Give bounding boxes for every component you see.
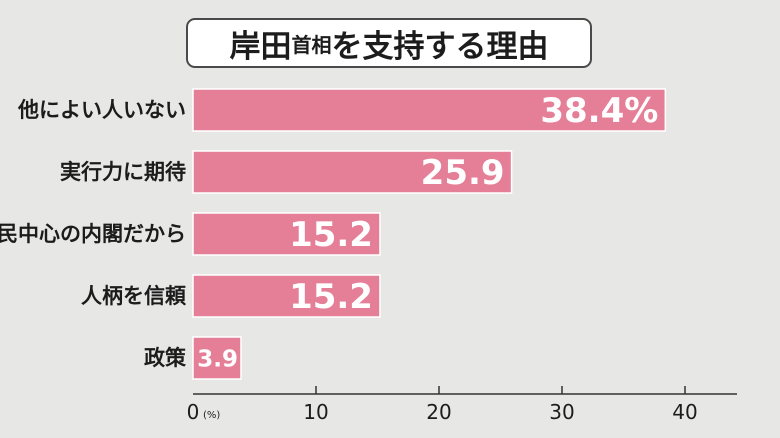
value-label: 15.2 (289, 277, 373, 317)
x-tick-label: 0 (187, 400, 200, 424)
category-label: 政策 (144, 346, 187, 370)
x-axis: 0 10 20 30 40 (%) (187, 386, 737, 424)
bar (192, 336, 242, 380)
x-tick-label: 30 (549, 400, 574, 424)
x-tick-label: 20 (426, 400, 451, 424)
x-tick-label: 10 (303, 400, 328, 424)
value-label: 25.9 (421, 153, 505, 193)
value-label: 15.2 (289, 215, 373, 255)
bars-layer: 他によい人いない 38.4% 実行力に期待 25.9 自民中心の内閣だから 15.2 人柄を… (0, 88, 667, 380)
value-label: 3.9 (197, 346, 238, 372)
bar (192, 150, 513, 194)
category-label: 自民中心の内閣だから (0, 222, 186, 246)
title-part-2: 首相 (291, 32, 332, 57)
title-part-3: を支持する理由 (331, 28, 549, 65)
title-part-1: 岸田 (229, 28, 292, 65)
x-tick-label: 40 (672, 400, 697, 424)
unit-label: (%) (203, 410, 220, 421)
bar (192, 274, 381, 318)
chart-title: 岸田 首相 を支持する理由 (186, 18, 592, 68)
value-label: 38.4% (540, 91, 658, 131)
category-label: 人柄を信頼 (81, 284, 187, 308)
bar (192, 212, 381, 256)
category-label: 実行力に期待 (60, 160, 186, 184)
bar (192, 88, 667, 132)
category-label: 他によい人いない (17, 98, 186, 122)
